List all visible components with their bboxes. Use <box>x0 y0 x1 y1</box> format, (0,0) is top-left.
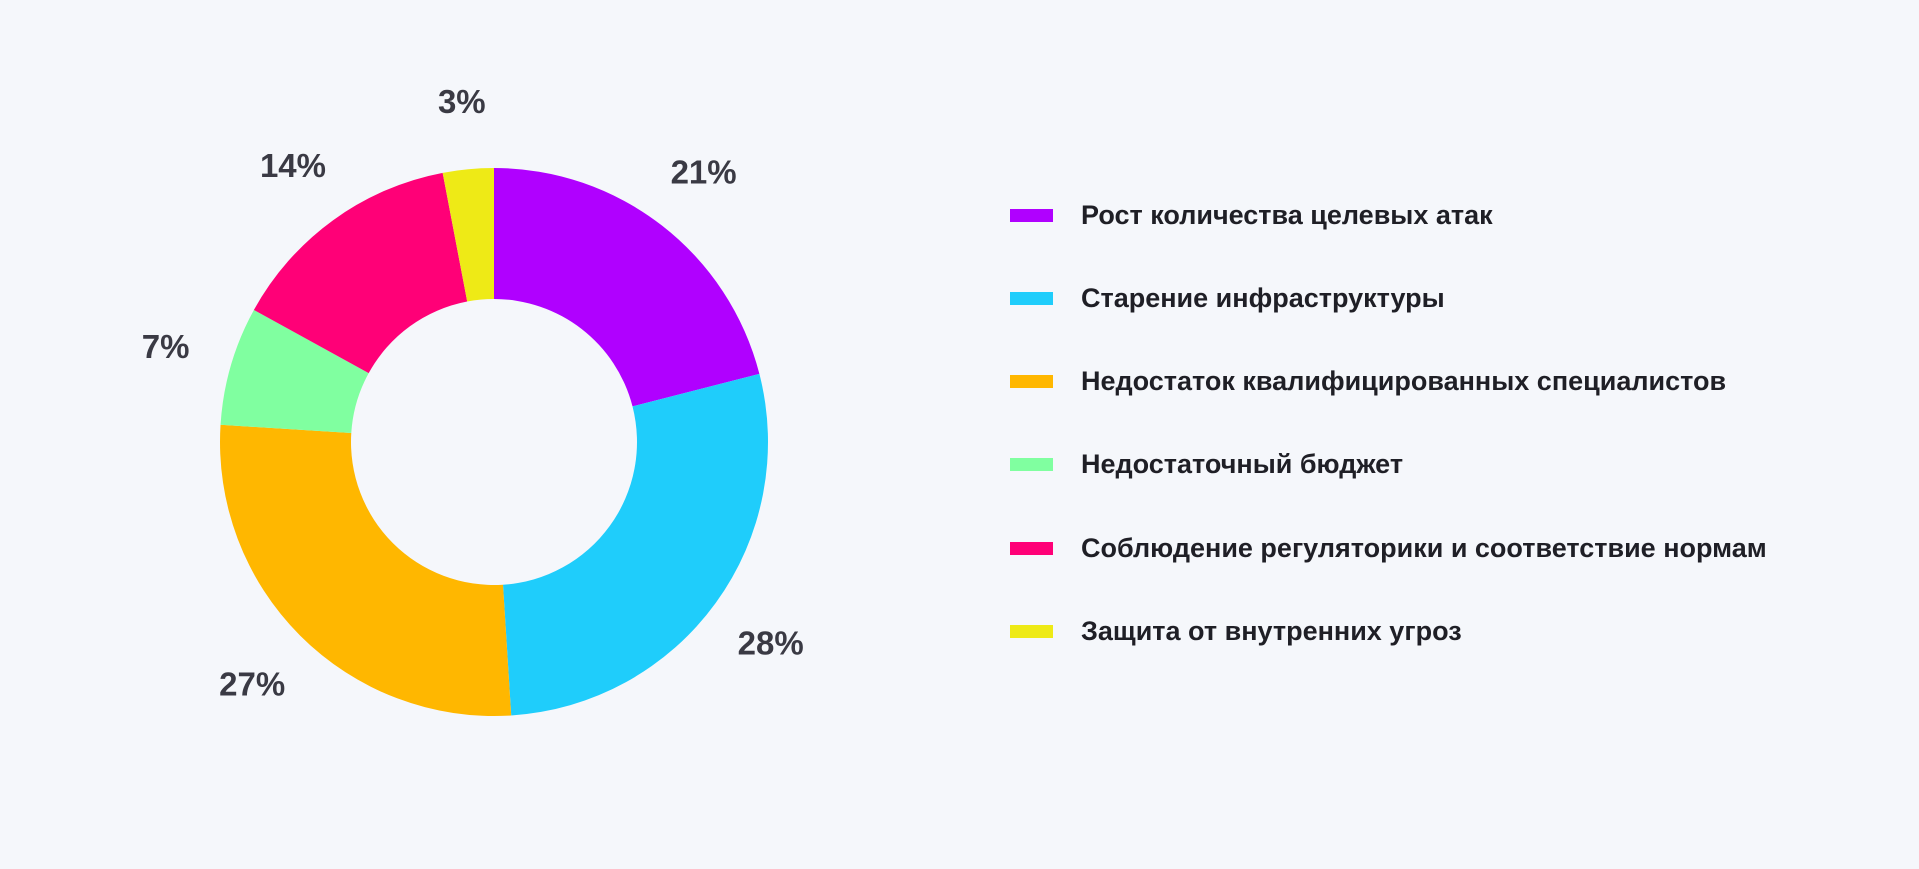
legend-label: Рост количества целевых атак <box>1081 199 1493 230</box>
legend-swatch <box>1010 208 1053 222</box>
slice-percent-label: 28% <box>738 625 804 662</box>
legend-item: Защита от внутренних угроз <box>1010 616 1767 646</box>
legend-item: Соблюдение регуляторики и соответствие н… <box>1010 533 1767 563</box>
legend-item: Недостаток квалифицированных специалисто… <box>1010 366 1767 397</box>
legend-swatch <box>1010 458 1053 472</box>
legend-swatch <box>1010 624 1053 638</box>
legend-item: Недостаточный бюджет <box>1010 449 1767 480</box>
legend-item: Старение инфраструктуры <box>1010 283 1767 313</box>
slices-group <box>219 168 768 717</box>
slice-percent-label: 14% <box>260 147 326 184</box>
legend-swatch <box>1010 541 1053 555</box>
donut-slice-2 <box>502 373 768 716</box>
donut-slice-1 <box>494 168 760 407</box>
donut-slice-4 <box>220 309 369 434</box>
slice-percent-label: 7% <box>142 328 190 365</box>
legend-label: Недостаток квалифицированных специалисто… <box>1081 366 1727 397</box>
legend-swatch <box>1010 375 1053 389</box>
legend-label: Защита от внутренних угроз <box>1081 615 1462 646</box>
percent-labels-group: 21% 28% 27% 7% 14% 3% <box>142 83 804 702</box>
donut-slice-3 <box>219 424 512 717</box>
donut-slice-5 <box>253 172 468 374</box>
legend-label: Старение инфраструктуры <box>1081 282 1445 313</box>
slice-percent-label: 3% <box>438 83 486 120</box>
legend: Рост количества целевых атак Старение инф… <box>1010 200 1767 700</box>
legend-label: Соблюдение регуляторики и соответствие н… <box>1081 532 1767 563</box>
slice-percent-label: 27% <box>219 665 285 702</box>
donut-slice-6 <box>442 168 494 302</box>
legend-label: Недостаточный бюджет <box>1081 449 1404 480</box>
slice-percent-label: 21% <box>671 153 737 190</box>
legend-item: Рост количества целевых атак <box>1010 200 1767 230</box>
legend-swatch <box>1010 291 1053 305</box>
